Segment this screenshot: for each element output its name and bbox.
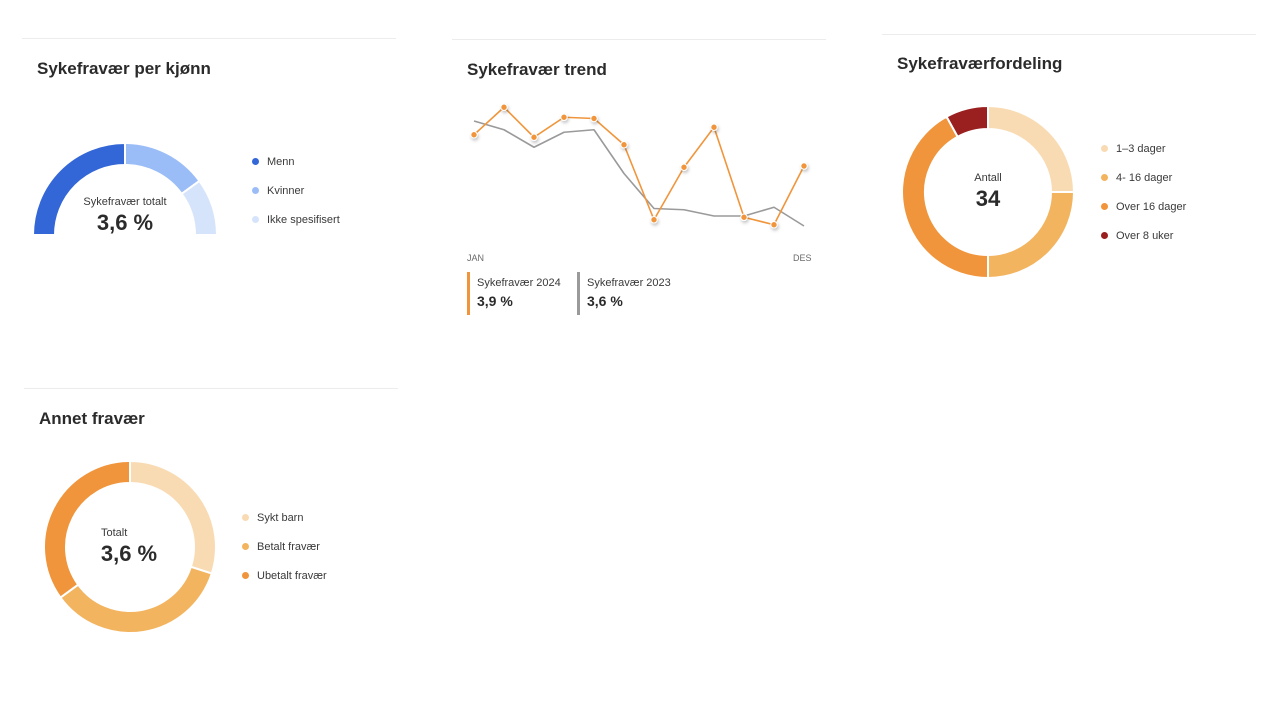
legend-item[interactable]: Ubetalt fravær xyxy=(242,561,327,590)
trend-line-chart xyxy=(470,103,808,229)
slice-ubetalt-frav-r[interactable] xyxy=(43,459,131,599)
legend-dot xyxy=(1101,174,1108,181)
other-title: Annet fravær xyxy=(39,409,145,428)
legend-item[interactable]: 1–3 dager xyxy=(1101,134,1186,163)
legend-item[interactable]: 4- 16 dager xyxy=(1101,163,1186,192)
legend-item[interactable]: Betalt fravær xyxy=(242,532,327,561)
gender-center: Sykefravær totalt 3,6 % xyxy=(80,196,170,236)
series-color-bar xyxy=(577,272,580,315)
legend-item[interactable]: Over 8 uker xyxy=(1101,221,1186,250)
series-line-sykefrav-r-2024[interactable] xyxy=(473,106,805,226)
data-point[interactable] xyxy=(770,221,778,229)
series-label: Sykefravær 2023 xyxy=(587,277,671,289)
legend-dot xyxy=(1101,232,1108,239)
other-legend: Sykt barn Betalt fravær Ubetalt fravær xyxy=(242,503,327,590)
legend-label: 4- 16 dager xyxy=(1116,171,1173,184)
legend-label: Over 16 dager xyxy=(1116,200,1187,213)
distribution-legend: 1–3 dager 4- 16 dager Over 16 dager Over… xyxy=(1101,134,1186,250)
x-axis-start-label: JAN xyxy=(467,253,485,263)
legend-label: Menn xyxy=(267,155,295,168)
slice-kvinner[interactable] xyxy=(124,141,201,196)
legend-label: Kvinner xyxy=(267,184,305,197)
legend-dot xyxy=(252,158,259,165)
legend-label: Ubetalt fravær xyxy=(257,569,327,582)
legend-item[interactable]: Over 16 dager xyxy=(1101,192,1186,221)
trend-legend-2023[interactable]: Sykefravær 2023 3,6 % xyxy=(577,272,671,315)
other-donut xyxy=(43,459,217,634)
legend-label: Over 8 uker xyxy=(1116,229,1174,242)
legend-dot xyxy=(242,514,249,521)
series-line-sykefrav-r-2023[interactable] xyxy=(473,120,805,227)
slice-over-8-uker[interactable] xyxy=(945,104,989,139)
legend-dot xyxy=(252,187,259,194)
other-center-value: 3,6 % xyxy=(100,541,158,566)
distribution-center-label: Antall xyxy=(974,172,1002,184)
slice-ikke-spesifisert[interactable] xyxy=(180,179,219,236)
gender-title: Sykefravær per kjønn xyxy=(37,59,211,78)
series-color-bar xyxy=(467,272,470,315)
data-point[interactable] xyxy=(560,113,568,121)
other-center-label: Totalt xyxy=(101,527,128,539)
legend-label: Ikke spesifisert xyxy=(267,213,340,226)
gender-half-donut xyxy=(31,141,219,236)
x-axis-end-label: DES xyxy=(793,253,812,263)
legend-item[interactable]: Sykt barn xyxy=(242,503,327,532)
data-point[interactable] xyxy=(650,216,658,224)
legend-label: Sykt barn xyxy=(257,511,304,524)
legend-label: Betalt fravær xyxy=(257,540,320,553)
trend-legend-2024[interactable]: Sykefravær 2024 3,9 % xyxy=(467,272,561,315)
legend-dot xyxy=(1101,145,1108,152)
other-center: Totalt 3,6 % xyxy=(94,527,164,567)
series-value: 3,6 % xyxy=(587,293,623,309)
distribution-card: Sykefraværfordeling Antall 34 1–3 dager … xyxy=(882,34,1256,335)
trend-title: Sykefravær trend xyxy=(467,60,607,79)
data-point[interactable] xyxy=(680,163,688,171)
series-value: 3,9 % xyxy=(477,293,513,309)
distribution-title: Sykefraværfordeling xyxy=(897,54,1063,73)
distribution-center: Antall 34 xyxy=(958,172,1018,212)
legend-dot xyxy=(242,543,249,550)
legend-dot xyxy=(1101,203,1108,210)
legend-item[interactable]: Ikke spesifisert xyxy=(252,205,340,234)
data-point[interactable] xyxy=(530,133,538,141)
trend-card: Sykefravær trend JAN DES Sykefravær 2024… xyxy=(452,39,826,340)
distribution-center-value: 34 xyxy=(975,186,1001,211)
data-point[interactable] xyxy=(800,162,808,170)
series-label: Sykefravær 2024 xyxy=(477,277,561,289)
other-card: Annet fravær Totalt 3,6 % Sykt barn Beta… xyxy=(24,388,398,689)
gender-center-value: 3,6 % xyxy=(96,210,154,235)
data-point[interactable] xyxy=(710,123,718,131)
gender-legend: Menn Kvinner Ikke spesifisert xyxy=(252,147,340,234)
data-point[interactable] xyxy=(500,103,508,111)
data-point[interactable] xyxy=(620,141,628,149)
distribution-donut xyxy=(901,104,1076,280)
legend-item[interactable]: Menn xyxy=(252,147,340,176)
legend-label: 1–3 dager xyxy=(1116,142,1166,155)
gender-center-label: Sykefravær totalt xyxy=(83,196,167,208)
legend-dot xyxy=(242,572,249,579)
data-point[interactable] xyxy=(590,114,598,123)
legend-item[interactable]: Kvinner xyxy=(252,176,340,205)
data-point[interactable] xyxy=(740,213,748,221)
gender-card: Sykefravær per kjønn Sykefravær totalt 3… xyxy=(22,38,396,339)
slice-betalt-frav-r[interactable] xyxy=(59,565,214,634)
data-point[interactable] xyxy=(470,131,478,139)
legend-dot xyxy=(252,216,259,223)
